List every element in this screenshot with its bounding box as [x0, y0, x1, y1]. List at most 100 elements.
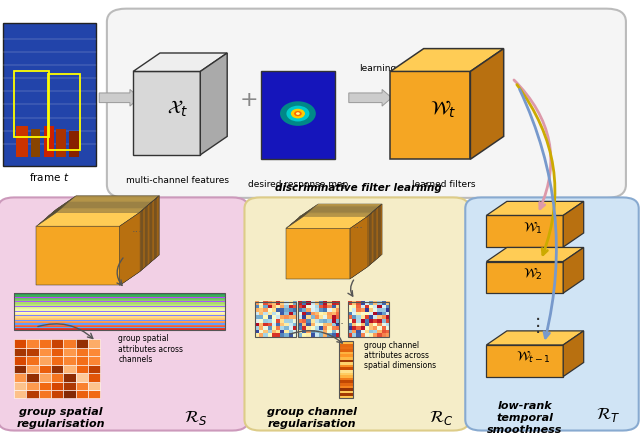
Bar	[14, 318, 225, 319]
Polygon shape	[294, 210, 376, 222]
Bar	[26, 390, 39, 399]
Bar	[298, 302, 339, 337]
Bar	[14, 328, 225, 329]
Text: $+$: $+$	[239, 90, 257, 110]
Bar	[51, 381, 63, 390]
Bar	[69, 131, 79, 158]
Bar	[339, 385, 353, 388]
Polygon shape	[363, 205, 381, 268]
Polygon shape	[39, 211, 143, 224]
Bar	[14, 304, 225, 305]
Bar	[14, 317, 225, 318]
Bar	[339, 350, 353, 352]
Polygon shape	[43, 221, 126, 280]
Polygon shape	[43, 207, 147, 221]
FancyBboxPatch shape	[244, 198, 469, 431]
Bar	[14, 307, 225, 309]
Text: frame $t$: frame $t$	[29, 171, 70, 183]
Bar	[339, 383, 353, 385]
Polygon shape	[563, 248, 584, 293]
Polygon shape	[52, 214, 135, 272]
Bar	[348, 302, 389, 337]
Bar	[88, 339, 100, 348]
Bar	[76, 339, 88, 348]
Bar	[339, 344, 353, 347]
Bar	[14, 312, 225, 313]
Bar	[48, 74, 80, 151]
FancyArrowPatch shape	[517, 85, 555, 255]
Polygon shape	[291, 212, 373, 224]
Bar	[14, 306, 225, 307]
Text: $\mathcal{W}_t$: $\mathcal{W}_t$	[431, 99, 457, 120]
Bar	[88, 381, 100, 390]
Text: $\mathcal{W}_2$: $\mathcal{W}_2$	[523, 266, 543, 281]
Bar	[76, 381, 88, 390]
Bar	[14, 310, 225, 311]
Bar	[26, 339, 39, 348]
Bar	[255, 302, 296, 337]
Polygon shape	[364, 205, 382, 267]
Bar	[339, 388, 353, 391]
Text: $\mathcal{X}_t$: $\mathcal{X}_t$	[167, 98, 188, 119]
Bar	[339, 393, 353, 396]
Polygon shape	[129, 205, 149, 278]
Bar	[14, 299, 225, 300]
Polygon shape	[139, 196, 159, 269]
Bar	[14, 324, 225, 325]
Bar	[339, 370, 353, 373]
FancyBboxPatch shape	[107, 10, 626, 198]
Polygon shape	[130, 204, 150, 277]
Text: learning: learning	[359, 64, 396, 72]
Polygon shape	[295, 221, 359, 272]
Bar	[339, 378, 353, 381]
Polygon shape	[289, 227, 353, 277]
Bar	[14, 390, 26, 399]
Bar	[76, 357, 88, 365]
Text: ·: ·	[534, 310, 541, 329]
Text: multi-channel features: multi-channel features	[126, 175, 229, 184]
Bar	[14, 348, 26, 357]
Polygon shape	[287, 228, 351, 278]
Polygon shape	[136, 198, 157, 272]
Polygon shape	[290, 213, 372, 226]
Bar	[63, 390, 76, 399]
Bar	[14, 309, 225, 310]
Bar	[63, 381, 76, 390]
Bar	[26, 365, 39, 373]
Polygon shape	[42, 222, 125, 282]
Polygon shape	[390, 72, 470, 160]
Text: desired response map: desired response map	[248, 180, 348, 189]
Polygon shape	[48, 203, 152, 217]
Text: ·: ·	[534, 317, 541, 336]
Text: group channel
regularisation: group channel regularisation	[268, 406, 357, 428]
Polygon shape	[300, 217, 364, 267]
Polygon shape	[40, 223, 124, 283]
Bar	[39, 339, 51, 348]
Text: group channel
attributes across
spatial dimensions: group channel attributes across spatial …	[364, 340, 436, 370]
Bar	[261, 72, 335, 160]
Polygon shape	[299, 218, 363, 268]
Polygon shape	[360, 208, 378, 270]
Bar	[26, 348, 39, 357]
Bar	[14, 321, 225, 322]
Bar	[339, 375, 353, 378]
Polygon shape	[56, 196, 159, 210]
Polygon shape	[131, 203, 152, 276]
Polygon shape	[289, 215, 371, 227]
Text: $\mathcal{R}_T$: $\mathcal{R}_T$	[596, 404, 620, 424]
Polygon shape	[134, 201, 154, 274]
Bar	[56, 129, 66, 158]
Bar	[14, 295, 225, 296]
Bar	[339, 357, 353, 360]
Bar	[14, 373, 26, 381]
Bar	[51, 390, 63, 399]
Bar	[88, 357, 100, 365]
Polygon shape	[350, 217, 368, 279]
FancyArrowPatch shape	[348, 280, 353, 297]
Polygon shape	[124, 209, 144, 283]
Polygon shape	[127, 206, 148, 279]
Polygon shape	[486, 262, 563, 293]
Bar	[14, 297, 225, 298]
Bar	[339, 347, 353, 350]
Polygon shape	[290, 226, 354, 276]
